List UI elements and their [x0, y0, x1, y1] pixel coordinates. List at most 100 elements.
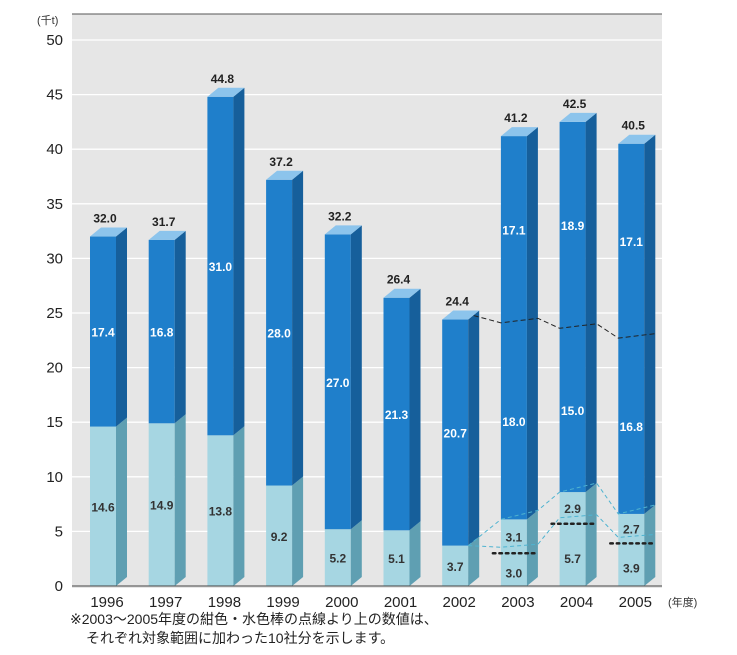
y-tick-label: 15	[46, 414, 63, 431]
total-label: 24.4	[446, 295, 470, 309]
bar-light-1999-side	[292, 476, 304, 586]
bar-dark-2002	[442, 310, 480, 546]
data-label-dark-upper: 17.1	[502, 223, 526, 237]
total-label: 42.5	[563, 97, 587, 111]
y-tick-label: 35	[46, 196, 63, 213]
data-label-light: 3.7	[447, 560, 464, 574]
data-label-dark: 21.3	[385, 408, 409, 422]
x-tick-label: 1999	[266, 594, 299, 611]
data-label-dark-upper: 17.1	[620, 235, 644, 249]
data-label-light: 14.6	[91, 500, 115, 514]
bar-light-2002-front	[442, 545, 469, 586]
bar-dark-2005-side	[644, 134, 656, 514]
total-label: 37.2	[269, 155, 293, 169]
y-unit-label: (千t)	[37, 14, 58, 27]
bar-dark-2000-side	[350, 225, 362, 530]
data-label-light-lower: 3.9	[623, 562, 640, 576]
bar-dark-2002-side	[468, 310, 480, 546]
data-label-light: 5.1	[388, 552, 405, 566]
bar-dark-2004-top	[559, 112, 597, 122]
bar-light-2003	[500, 510, 538, 586]
bar-light-1998-front	[207, 435, 234, 586]
bar-light-2002-side	[468, 536, 480, 586]
total-label: 40.5	[622, 119, 646, 133]
x-tick-label: 2003	[501, 594, 534, 611]
bar-dark-1996-top	[90, 227, 127, 237]
total-label: 26.4	[387, 273, 411, 287]
y-tick-label: 30	[46, 250, 63, 267]
bar-dark-1997-front	[148, 239, 175, 424]
bar-dark-1997	[148, 230, 186, 424]
bar-light-2001	[383, 521, 421, 586]
bar-dark-2003-top	[500, 127, 538, 137]
total-label: 44.8	[211, 72, 235, 86]
data-label-light-lower: 3.0	[506, 567, 523, 581]
bar-light-1999	[266, 476, 304, 586]
footnote: ※2003～2005年度の紺色・水色棒の点線より上の数値は、 それぞれ対象範囲に…	[70, 610, 438, 648]
y-tick-label: 50	[46, 32, 63, 49]
footnote-line-2: それぞれ対象範囲に加わった10社分を示します。	[86, 630, 395, 646]
data-label-light-lower: 5.7	[564, 552, 581, 566]
y-tick-label: 45	[46, 87, 63, 104]
x-tick-label: 1998	[208, 594, 241, 611]
bar-dark-2004-front	[559, 121, 586, 493]
bar-light-2004	[559, 483, 597, 586]
bar-dark-2001-front	[383, 297, 410, 531]
bar-light-1997-side	[174, 414, 186, 586]
bar-dark-1996-front	[90, 236, 116, 427]
x-tick-label: 2005	[619, 594, 652, 611]
bar-light-2005-front	[618, 513, 645, 586]
bar-light-2004-side	[585, 483, 597, 586]
footnote-line-1: ※2003～2005年度の紺色・水色棒の点線より上の数値は、	[70, 611, 438, 627]
data-label-dark: 27.0	[326, 376, 350, 390]
x-tick-label: 2004	[560, 594, 593, 611]
bar-dark-2003-side	[526, 127, 538, 520]
bar-light-2000-front	[324, 529, 351, 586]
bar-dark-2001	[383, 288, 421, 531]
x-tick-label: 2001	[384, 594, 417, 611]
data-label-dark-upper: 18.9	[561, 219, 585, 233]
bar-dark-1998-side	[233, 87, 245, 436]
bar-dark-2000	[324, 225, 362, 530]
bar-dark-1999-top	[266, 170, 304, 180]
x-tick-label: 1996	[90, 594, 123, 611]
bar-light-1996-front	[90, 426, 116, 586]
bar-dark-1998	[207, 87, 245, 436]
bar-light-2001-side	[409, 521, 421, 586]
data-label-light: 13.8	[209, 505, 233, 519]
bar-dark-2002-top	[442, 310, 480, 320]
x-tick-label: 2000	[325, 594, 358, 611]
bar-light-2005	[618, 504, 656, 586]
y-tick-label: 40	[46, 141, 63, 158]
bar-dark-1997-top	[148, 230, 186, 240]
bar-dark-2000-front	[324, 234, 351, 530]
bar-light-2004-front	[559, 492, 586, 586]
data-label-dark: 20.7	[444, 427, 468, 441]
bar-light-2002	[442, 536, 480, 586]
bar-dark-1999-front	[266, 179, 293, 486]
dashed-boundary-line-light	[467, 482, 656, 546]
data-label-light: 9.2	[271, 530, 288, 544]
data-label-dark-lower: 18.0	[502, 415, 526, 429]
total-label: 31.7	[152, 215, 176, 229]
bar-dark-2004	[559, 112, 597, 493]
bar-dark-1999	[266, 170, 304, 486]
data-label-light: 14.9	[150, 499, 174, 513]
total-label: 41.2	[504, 111, 528, 125]
bar-dark-2005-front	[618, 143, 645, 514]
y-tick-label: 5	[55, 523, 63, 540]
x-unit-label: (年度)	[668, 595, 697, 609]
data-label-light-upper: 2.9	[564, 502, 581, 516]
data-label-dark: 16.8	[150, 326, 174, 340]
data-label-dark: 28.0	[267, 327, 291, 341]
bar-dark-2004-side	[585, 112, 597, 493]
bar-dark-1998-top	[207, 87, 245, 97]
bar-light-2000-side	[350, 520, 362, 586]
bar-dark-1996	[90, 227, 127, 427]
y-tick-label: 25	[46, 305, 63, 322]
bar-dark-2003	[500, 127, 538, 520]
bar-light-1998	[207, 426, 245, 586]
bar-dark-1999-side	[292, 170, 304, 486]
bar-light-1996-side	[116, 417, 127, 586]
bar-light-1999-front	[266, 485, 293, 586]
